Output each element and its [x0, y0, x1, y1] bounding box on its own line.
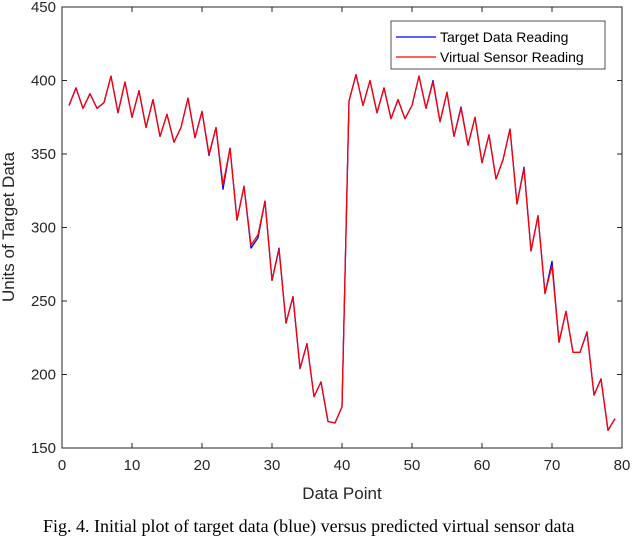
y-tick-label: 450 — [31, 0, 56, 16]
legend-label-virtual: Virtual Sensor Reading — [440, 49, 584, 65]
y-tick-label: 150 — [31, 440, 56, 457]
series-line-virtual-sensor — [68, 73, 616, 432]
y-tick-label: 250 — [31, 293, 56, 310]
x-tick-label: 60 — [474, 457, 491, 474]
y-tick-label: 400 — [31, 73, 56, 90]
legend: Target Data Reading Virtual Sensor Readi… — [390, 20, 606, 70]
x-tick-label: 30 — [264, 457, 281, 474]
series-line-target-data — [68, 73, 616, 432]
x-tick-label: 10 — [124, 457, 141, 474]
x-tick-label: 70 — [544, 457, 561, 474]
y-tick-label: 300 — [31, 220, 56, 237]
x-axis-label: Data Point — [302, 484, 382, 503]
x-tick-label: 40 — [334, 457, 351, 474]
x-tick-label: 80 — [614, 457, 631, 474]
figure-caption: Fig. 4. Initial plot of target data (blu… — [43, 516, 575, 536]
x-tick-label: 50 — [404, 457, 421, 474]
legend-box — [390, 20, 606, 70]
y-tick-label: 200 — [31, 367, 56, 384]
y-axis-label: Units of Target Data — [0, 151, 18, 301]
legend-label-target: Target Data Reading — [440, 29, 568, 45]
y-tick-label: 350 — [31, 146, 56, 163]
x-tick-label: 0 — [58, 457, 66, 474]
x-tick-label: 20 — [194, 457, 211, 474]
plot-area-frame — [61, 6, 623, 449]
